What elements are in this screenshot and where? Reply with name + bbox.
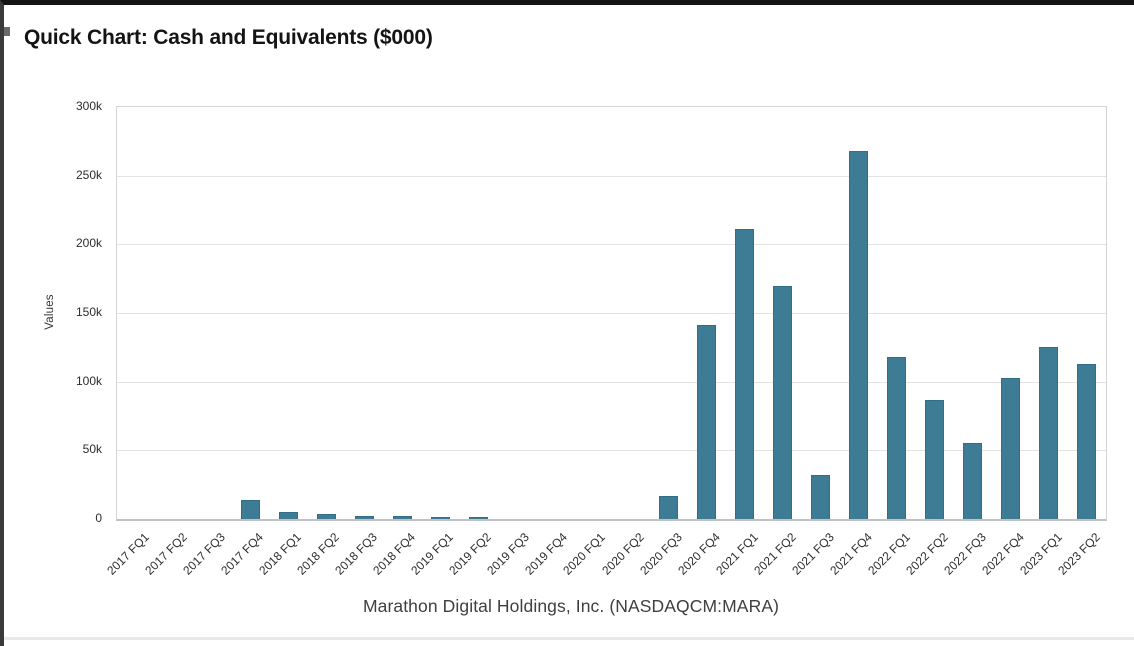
bar-2023-fq2 [1077,363,1097,519]
y-tick-label: 300k [75,99,102,113]
bar-2021-fq3 [811,475,831,519]
gridline [117,313,1106,314]
bar-2020-fq4 [697,325,717,519]
y-tick-label: 200k [75,236,102,251]
bottom-divider [4,637,1134,640]
gridline [117,244,1106,246]
bar-2022-fq2 [925,399,945,519]
y-tick-label: 50k [82,442,102,457]
y-tick-label: 0 [95,511,102,525]
bar-2021-fq2 [773,285,793,519]
bar-2019-fq1 [430,516,450,519]
bar-2018-fq4 [392,515,412,519]
chart-title: Quick Chart: Cash and Equivalents ($000) [24,26,433,49]
gridline [117,175,1106,177]
x-tick-label: 2017 FQ1 [104,530,152,578]
window-edge-notch [4,27,10,36]
bar-2023-fq1 [1039,347,1059,519]
gridline [117,381,1106,383]
bar-2018-fq2 [316,513,336,519]
bar-2019-fq2 [468,516,488,519]
gridline [117,450,1106,452]
y-tick-label: 100k [75,373,102,388]
bar-2022-fq1 [887,356,907,519]
bar-2022-fq4 [1001,377,1021,519]
chart-caption: Marathon Digital Holdings, Inc. (NASDAQC… [362,596,780,616]
bar-chart-plot-area [116,106,1107,521]
bar-2020-fq3 [659,495,679,519]
y-tick-label: 250k [75,167,102,182]
bar-2022-fq3 [963,443,983,519]
bar-2021-fq1 [735,229,755,519]
bar-2017-fq4 [240,499,260,519]
bar-2018-fq1 [278,512,298,519]
y-tick-label: 150k [75,305,102,319]
bar-2021-fq4 [849,150,869,519]
bar-2018-fq3 [354,515,374,519]
